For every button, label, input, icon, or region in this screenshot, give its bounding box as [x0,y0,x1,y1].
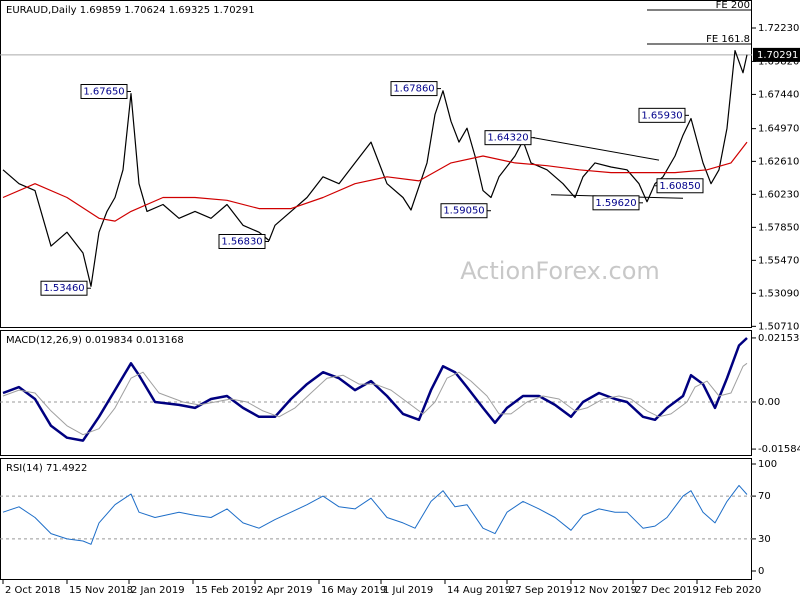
pane-frame [0,330,752,456]
annotation-box [218,233,266,249]
annotation-box [40,280,88,296]
y-tick-label: 0.00 [758,397,780,408]
y-tick-label: 1.55470 [758,255,799,266]
annotation-label: 1.65930 [641,110,682,121]
watermark: ActionForex.com [460,257,660,285]
last-price-box [753,47,800,62]
x-tick-label: 2 Apr 2019 [257,585,312,596]
y-tick-label: 1.60230 [758,189,799,200]
y-tick-label: 1.57850 [758,222,799,233]
x-tick-label: 12 Nov 2019 [573,585,637,596]
annotation-label: 1.64320 [487,133,528,144]
series-line [2,141,748,222]
y-tick-label: 0 [758,566,764,577]
pane-frame [0,0,752,328]
fe-label: FE 200 [716,0,750,11]
series-line [2,50,748,287]
x-tick-label: 14 Aug 2019 [447,585,511,596]
x-tick-label: 1 Jul 2019 [383,585,433,596]
x-tick-label: 15 Nov 2018 [69,585,133,596]
x-tick-label: 27 Dec 2019 [635,585,699,596]
y-tick-label: 1.62610 [758,156,799,167]
annotation-box [592,195,640,211]
x-tick-label: 12 Feb 2020 [699,585,761,596]
series-line [2,484,748,545]
pane-frame [0,458,752,580]
pane-title: EURAUD,Daily 1.69859 1.70624 1.69325 1.7… [6,5,255,16]
series-line [2,337,748,442]
annotation-label: 1.53460 [43,283,84,294]
x-tick-label: 15 Feb 2019 [195,585,257,596]
last-price-label: 1.70291 [757,50,798,61]
pane-title: MACD(12,26,9) 0.019834 0.013168 [6,335,184,346]
y-tick-label: -0.015843 [758,444,800,455]
annotation-label: 1.56830 [221,236,262,247]
y-tick-label: 0.021533 [758,333,800,344]
y-tick-label: 1.72230 [758,23,799,34]
y-tick-label: 1.69820 [758,56,799,67]
y-tick-label: 70 [758,491,771,502]
annotation-label: 1.59050 [443,206,484,217]
annotation-label: 1.67650 [83,86,124,97]
y-tick-label: 100 [758,459,777,470]
annotation-box [638,107,686,123]
annotation-box [484,130,532,146]
annotation-label: 1.59620 [595,198,636,209]
annotation-box [440,203,488,219]
annotation-label: 1.60850 [659,181,700,192]
y-tick-label: 1.50710 [758,321,799,332]
y-tick-label: 1.67440 [758,89,799,100]
annotation-box [80,83,128,99]
x-tick-label: 27 Sep 2019 [509,585,572,596]
x-tick-label: 16 May 2019 [321,585,386,596]
pane-title: RSI(14) 71.4922 [6,463,87,474]
x-tick-label: 2 Oct 2018 [5,585,60,596]
series-line [2,362,748,436]
annotation-box [656,178,704,194]
y-tick-label: 1.64970 [758,124,799,135]
annotation-label: 1.67860 [393,84,434,95]
x-tick-label: 2 Jan 2019 [131,585,185,596]
annotation-box [390,81,438,97]
y-tick-label: 30 [758,534,771,545]
y-tick-label: 1.53090 [758,288,799,299]
trend-line [532,137,660,161]
fe-label: FE 161.8 [706,34,750,45]
